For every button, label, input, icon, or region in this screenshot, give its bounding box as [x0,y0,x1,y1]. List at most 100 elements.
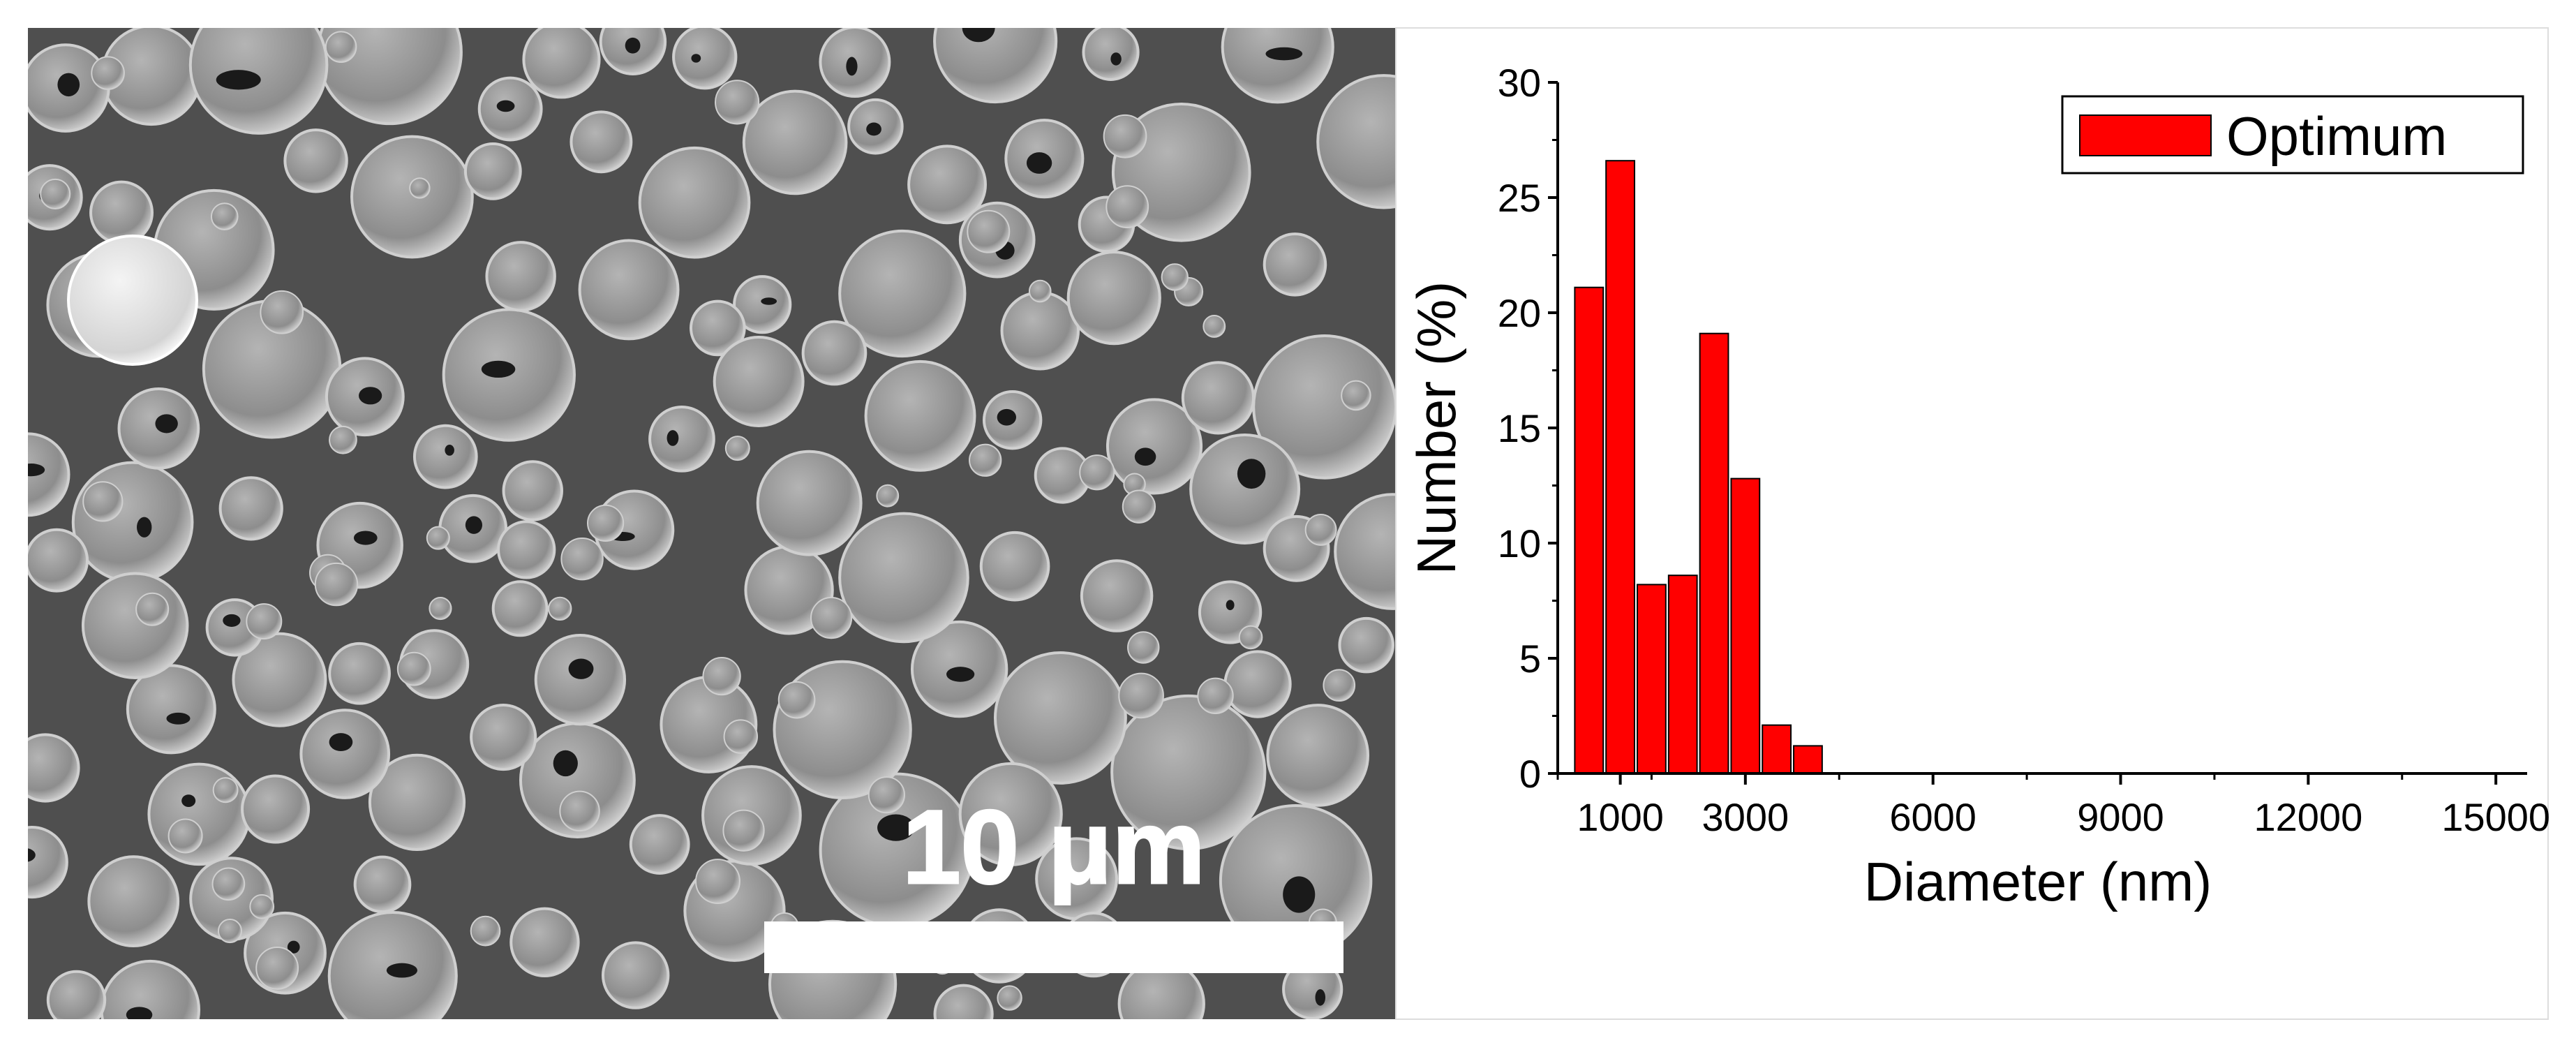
y-axis-label: Number (%) [1406,281,1467,575]
microsphere [1338,616,1394,674]
microsphere-pore [166,712,191,725]
microsphere [188,28,329,135]
microsphere [713,336,805,427]
y-tick-label: 5 [1519,637,1541,681]
microsphere [578,239,680,341]
x-axis-ticks: 1000 3000 6000 9000 12000 15000 [1556,773,2550,839]
microsphere [91,56,125,90]
microsphere-pore [667,430,679,446]
legend-label: Optimum [2226,105,2447,167]
microsphere-pore [1315,988,1326,1006]
y-tick-label: 0 [1519,752,1541,796]
microspheres [28,28,1396,1019]
microsphere [210,202,239,230]
microsphere [502,460,564,521]
microsphere-pore [1134,447,1156,466]
microsphere [1304,514,1337,546]
microsphere [1122,489,1156,524]
microsphere [491,580,549,637]
microsphere [241,774,311,844]
microsphere-pore [353,531,378,545]
microsphere [46,970,107,1019]
microsphere [560,538,604,581]
microsphere [217,919,243,944]
microsphere [1105,185,1149,229]
microsphere [1110,694,1267,851]
microsphere [212,777,239,803]
microsphere [1079,454,1115,491]
microsphere [724,436,750,461]
microsphere [733,275,792,334]
microsphere [249,894,275,919]
microsphere [723,719,759,754]
microsphere [694,859,740,905]
microsphere [1105,398,1203,495]
x-tick-label: 9000 [2077,795,2164,839]
microsphere [1263,232,1327,297]
microsphere [314,562,359,607]
microsphere [756,450,863,556]
microsphere [485,241,556,312]
histogram-bar [1699,332,1729,774]
legend: Optimum [2061,95,2524,175]
microsphere-pore [57,73,80,97]
microsphere-pore [445,445,454,456]
microsphere [569,110,633,174]
microsphere [969,443,1002,477]
microsphere [135,592,170,626]
microsphere [1341,380,1371,411]
microsphere-pore [1110,52,1122,66]
microsphere [100,959,201,1019]
microsphere [283,128,348,193]
legend-swatch [2079,114,2212,156]
histogram-bar [1762,724,1792,774]
microsphere [559,790,600,832]
microsphere [28,432,70,517]
y-tick-label: 10 [1498,521,1541,565]
microsphere-pore [329,733,353,751]
microsphere [246,603,283,640]
y-tick-label: 20 [1498,291,1541,335]
microsphere [1161,263,1189,291]
y-tick-label: 15 [1498,406,1541,450]
microsphere-pore [962,28,995,43]
microsphere [1189,433,1301,544]
histogram-bar [1667,575,1698,774]
microsphere [299,709,391,799]
microsphere [260,290,304,334]
microsphere [801,320,868,386]
microsphere [1223,650,1292,718]
microsphere [993,651,1127,785]
microsphere [325,31,357,63]
x-tick-label: 3000 [1702,795,1789,839]
x-tick-label: 1000 [1577,795,1664,839]
microsphere-pore [287,940,300,954]
microsphere [1316,74,1396,209]
microsphere-pore [691,54,701,63]
microsphere [1080,559,1154,632]
microsphere [1000,290,1080,371]
microsphere [967,209,1011,253]
microsphere [396,651,431,686]
microsphere [1197,677,1234,715]
histogram-bar [1574,286,1605,774]
microsphere-pore [181,794,196,808]
microsphere [1181,361,1256,435]
microsphere [907,145,987,225]
microsphere [409,177,431,199]
microsphere-pore [553,750,578,777]
microsphere [689,299,746,357]
microsphere-pore [155,414,178,434]
histogram-bars [1574,160,1823,775]
microsphere [601,941,670,1009]
microsphere [28,528,89,593]
microsphere [218,476,283,541]
microsphere [87,855,180,948]
microsphere [497,520,556,579]
microsphere [522,28,601,99]
microsphere-pore [386,963,418,978]
microsphere [672,28,738,90]
microsphere [958,762,1063,866]
microsphere-pore [137,517,152,538]
